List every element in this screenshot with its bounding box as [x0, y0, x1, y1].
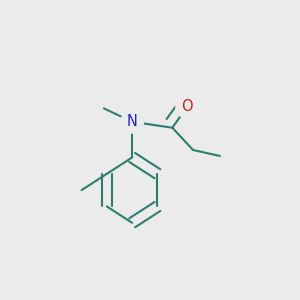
- Circle shape: [121, 110, 143, 133]
- Text: N: N: [127, 114, 138, 129]
- Text: O: O: [181, 99, 193, 114]
- Circle shape: [176, 96, 198, 118]
